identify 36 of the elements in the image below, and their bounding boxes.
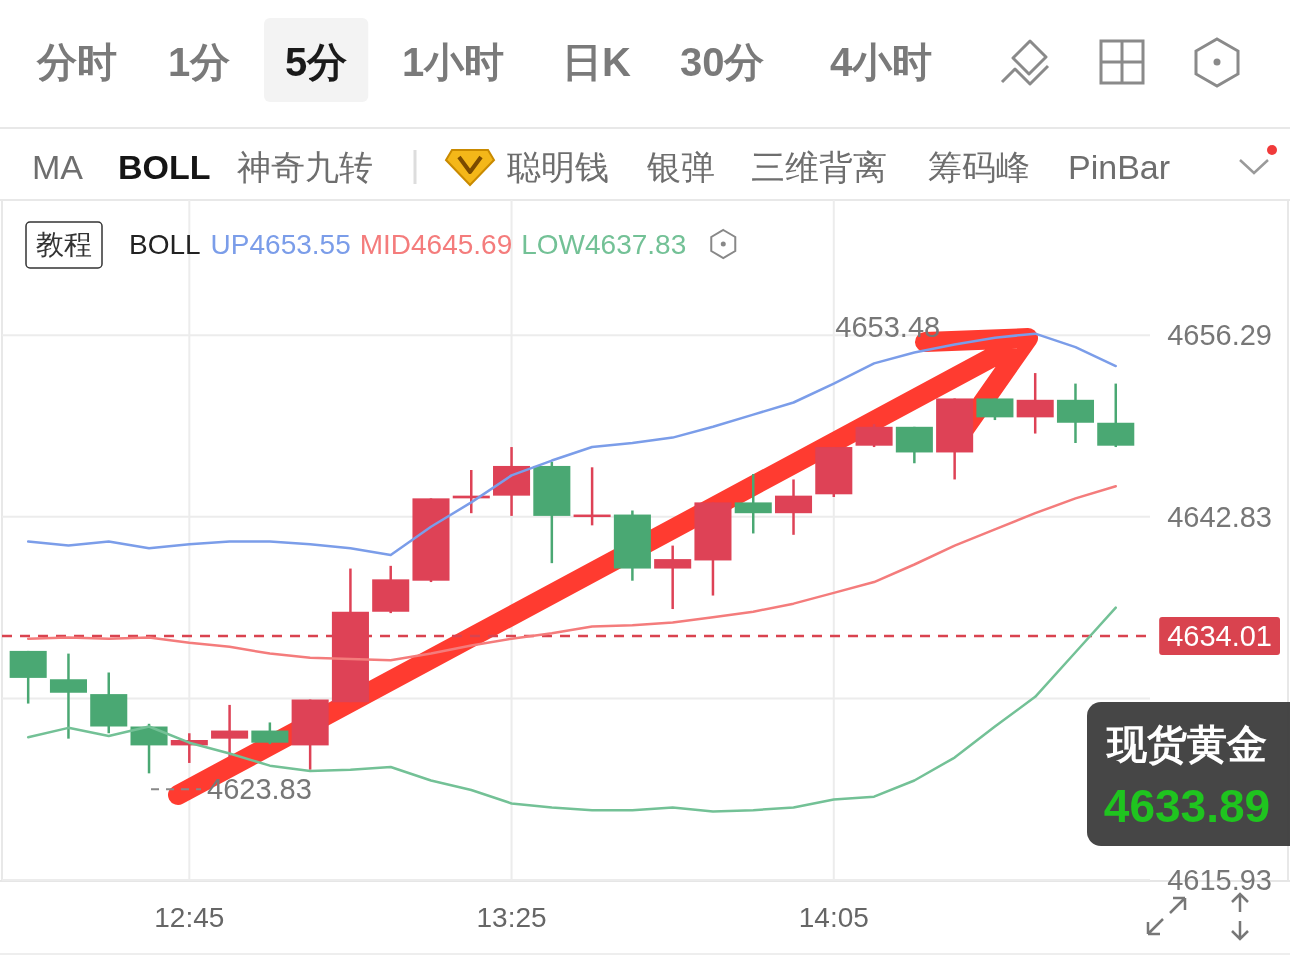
text: MA (32, 148, 84, 186)
annotation: 4653.48 (835, 311, 941, 344)
y-tick-label: 4656.29 (1167, 319, 1272, 352)
text: 三维背离 (751, 148, 887, 186)
x-tick-label: 14:05 (798, 901, 869, 933)
candlestick (49, 652, 87, 740)
text: 5分 (285, 40, 348, 84)
x-tick-label: 13:25 (476, 901, 547, 933)
text: LOW4637.83 (521, 228, 687, 260)
line-series (26, 484, 1118, 662)
annotation: 教程 (36, 228, 92, 260)
text: 聪明钱 (507, 148, 609, 186)
text: 4634.01 (1167, 619, 1272, 652)
text: 30分 (680, 40, 765, 84)
legend-title: BOLL (129, 228, 201, 260)
text: 筹码峰 (928, 148, 1030, 186)
text: BOLL (118, 148, 211, 186)
text: 银弹 (646, 148, 715, 186)
text: UP4653.55 (210, 228, 351, 260)
text: 4小时 (830, 40, 933, 84)
text: 1小时 (402, 40, 505, 84)
candlestick (211, 703, 249, 759)
annotation: 4623.83 (207, 773, 312, 806)
text: MID4645.69 (359, 228, 513, 260)
candlestick (734, 472, 772, 535)
text: 分时 (36, 40, 117, 84)
text: 日K (562, 40, 631, 84)
text: 神奇九转 (237, 148, 373, 186)
text: PinBar (1068, 148, 1171, 186)
annotation: 4633.89 (1103, 780, 1271, 832)
text: 1分 (168, 40, 231, 84)
x-tick-label: 12:45 (154, 901, 225, 933)
text: 现货黄金 (1105, 722, 1267, 766)
candlestick (654, 544, 692, 611)
y-tick-label: 4615.93 (1167, 864, 1272, 896)
y-tick-label: 4642.83 (1167, 500, 1272, 533)
